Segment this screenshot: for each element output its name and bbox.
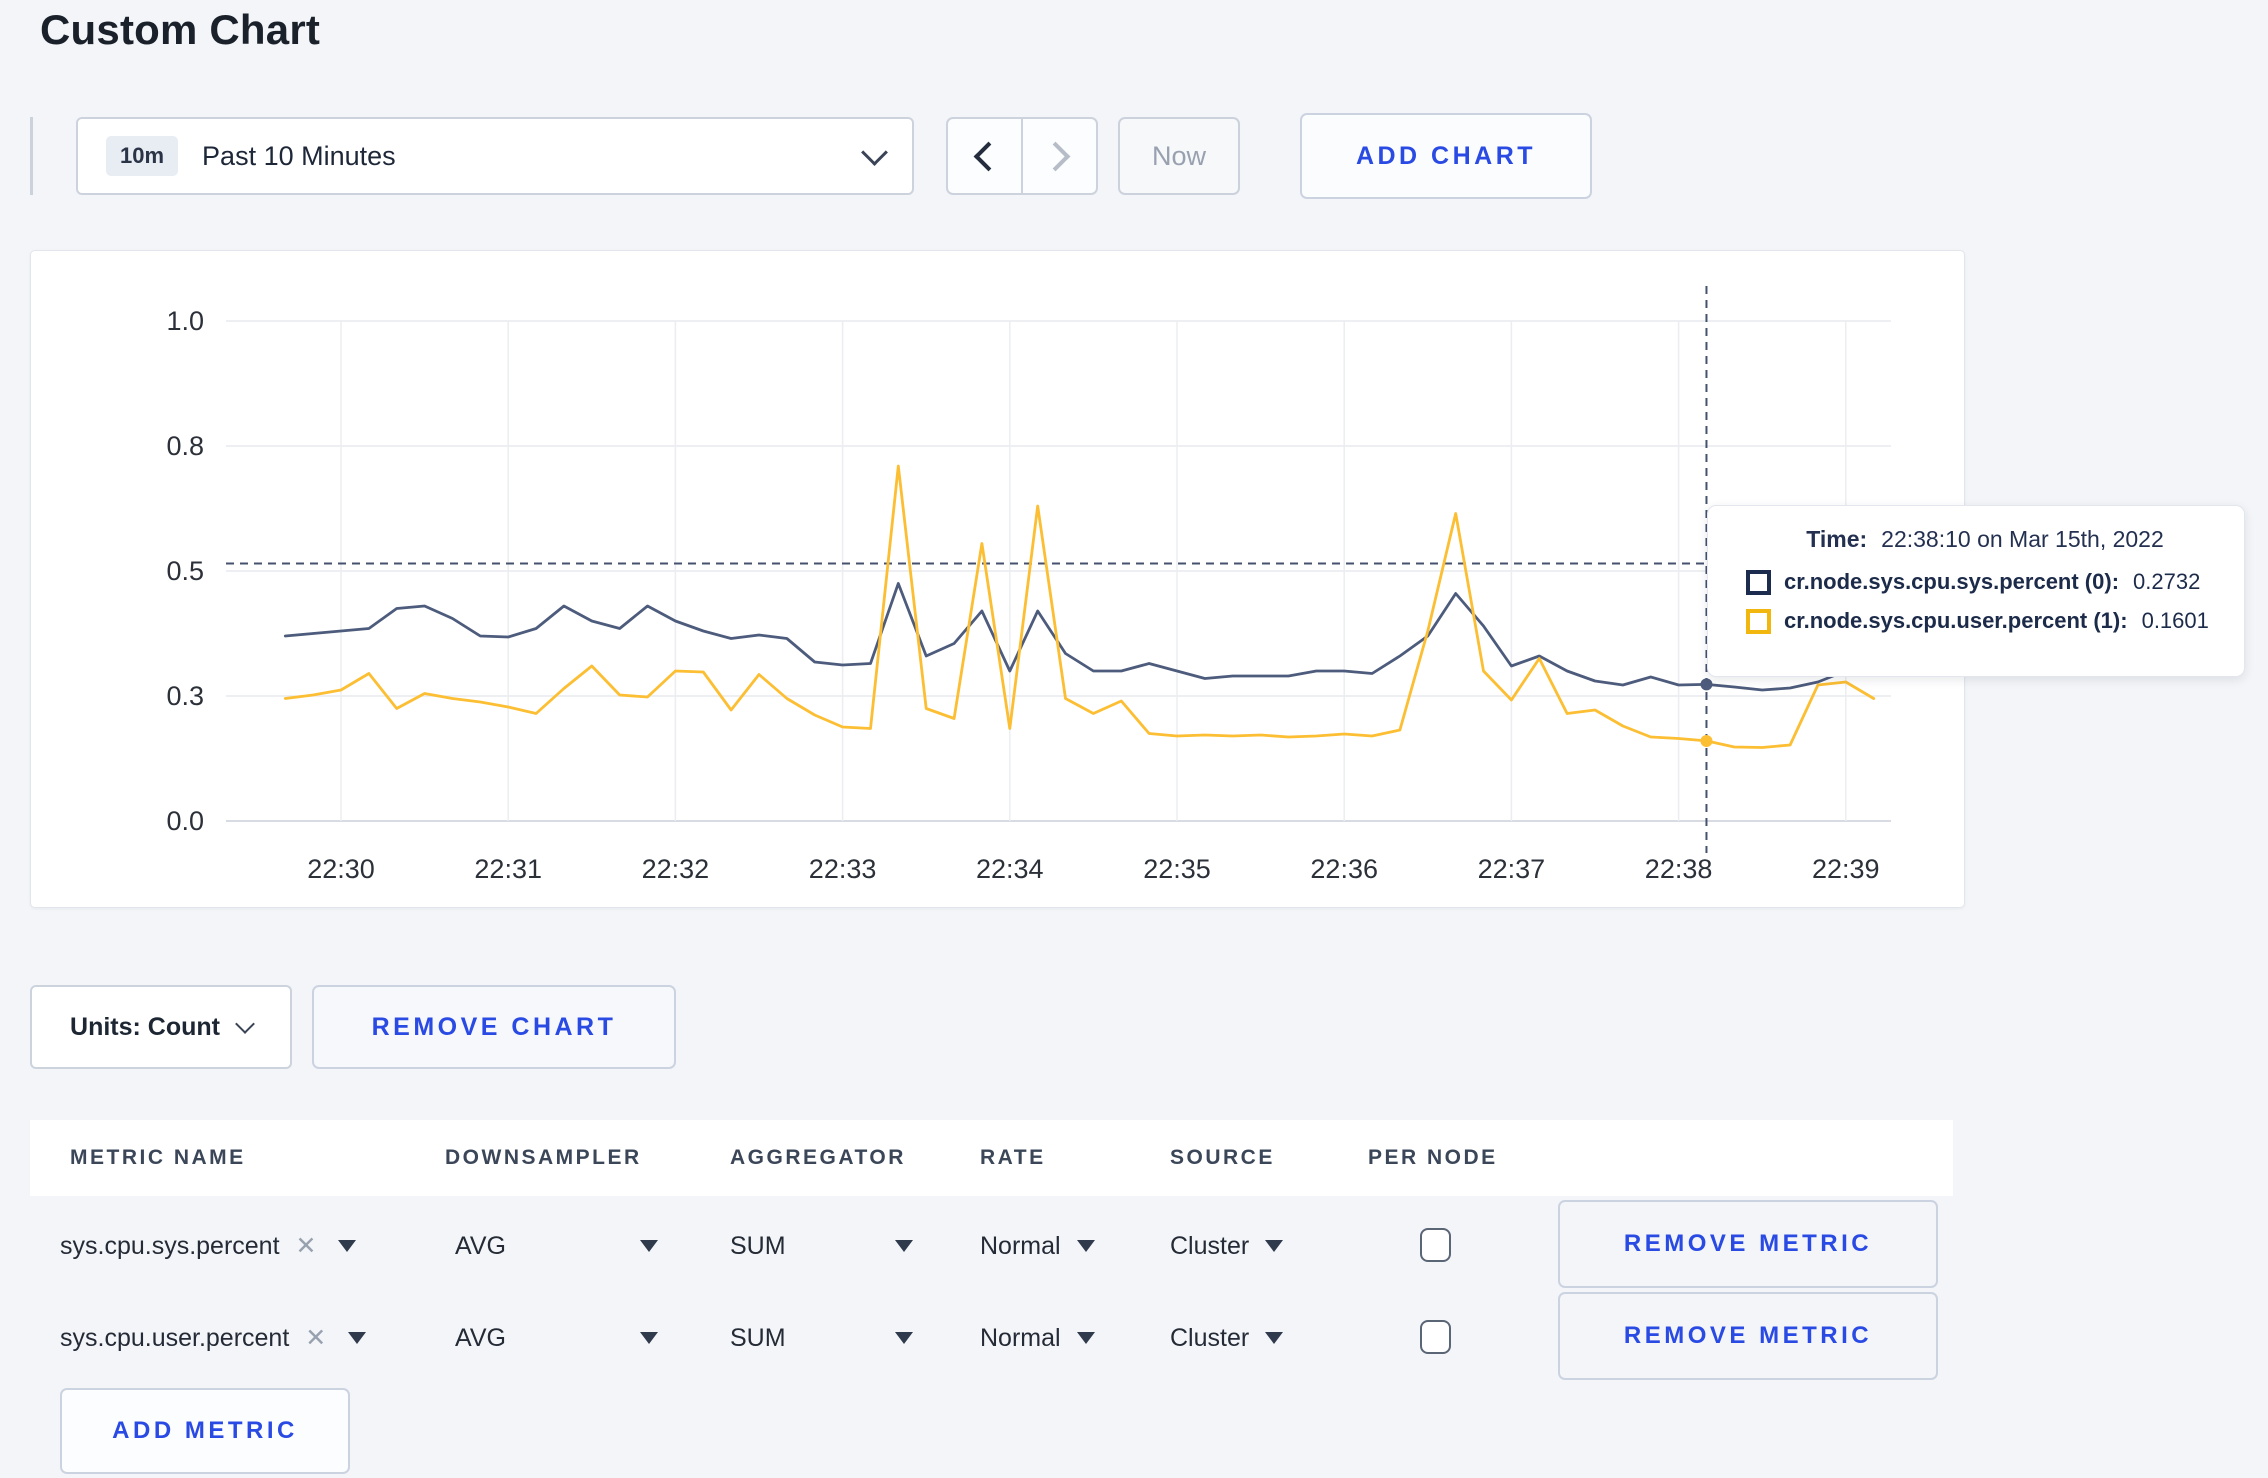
- column-header: AGGREGATOR: [730, 1146, 906, 1169]
- tooltip-series-row: cr.node.sys.cpu.sys.percent (0): 0.2732: [1746, 569, 2244, 595]
- page-title: Custom Chart: [40, 6, 321, 53]
- units-select[interactable]: Units: Count: [30, 985, 292, 1069]
- rate-select[interactable]: Normal: [980, 1292, 1095, 1384]
- column-header: SOURCE: [1170, 1146, 1275, 1169]
- x-axis-label: 22:38: [1645, 854, 1713, 884]
- dropdown-caret-icon: [1076, 1332, 1095, 1344]
- next-range-button[interactable]: [1023, 119, 1096, 193]
- per-node-checkbox[interactable]: [1420, 1320, 1451, 1354]
- metric-row: sys.cpu.user.percent ✕ AVG SUM Normal Cluster…: [30, 1292, 1963, 1384]
- tooltip-series-label: cr.node.sys.cpu.user.percent (1):: [1784, 608, 2128, 633]
- clear-metric-icon[interactable]: ✕: [295, 1232, 317, 1260]
- rate-select[interactable]: Normal: [980, 1200, 1095, 1292]
- time-range-badge: 10m: [106, 136, 179, 176]
- source-value: Cluster: [1170, 1231, 1250, 1260]
- chart-card: 0.0 0.3 0.5 0.8 1.0 22:30 22:31 22:32 22:33 22:34…: [30, 250, 1965, 908]
- series-line: [283, 464, 1876, 749]
- chevron-right-icon: [1040, 141, 1071, 171]
- dropdown-caret-icon: [1265, 1240, 1284, 1252]
- dropdown-caret-icon: [640, 1240, 658, 1252]
- downsampler-value: AVG: [455, 1231, 506, 1260]
- time-range-select[interactable]: 10m Past 10 Minutes: [76, 117, 914, 195]
- downsampler-select[interactable]: AVG: [455, 1292, 658, 1384]
- y-axis-label: 0.3: [166, 681, 204, 711]
- metric-name-select[interactable]: sys.cpu.sys.percent ✕: [60, 1200, 357, 1292]
- source-select[interactable]: Cluster: [1170, 1200, 1284, 1292]
- hover-point: [1700, 734, 1713, 747]
- tooltip-series-value: 0.1601: [2141, 608, 2209, 633]
- x-axis-label: 22:30: [307, 854, 375, 884]
- column-header: DOWNSAMPLER: [445, 1146, 642, 1169]
- chevron-down-icon: [235, 1014, 255, 1034]
- aggregator-value: SUM: [730, 1323, 786, 1352]
- metric-name-value: sys.cpu.sys.percent: [60, 1231, 280, 1260]
- units-label: Units: Count: [70, 1012, 220, 1041]
- downsampler-value: AVG: [455, 1323, 506, 1352]
- time-nav-group: [946, 117, 1098, 195]
- y-axis-label: 0.0: [166, 806, 204, 836]
- rate-value: Normal: [980, 1231, 1061, 1260]
- per-node-checkbox[interactable]: [1420, 1228, 1451, 1262]
- tooltip-series-label: cr.node.sys.cpu.sys.percent (0):: [1784, 569, 2120, 594]
- chart-tooltip: Time: 22:38:10 on Mar 15th, 2022 cr.node.…: [1707, 505, 2245, 677]
- add-metric-button[interactable]: ADD METRIC: [60, 1388, 350, 1474]
- dropdown-caret-icon: [338, 1240, 357, 1252]
- column-header: METRIC NAME: [70, 1146, 246, 1169]
- series-swatch-icon: [1746, 608, 1771, 634]
- y-axis-label: 0.8: [166, 431, 204, 461]
- dropdown-caret-icon: [640, 1332, 658, 1344]
- x-axis-label: 22:36: [1310, 854, 1378, 884]
- tooltip-series-row: cr.node.sys.cpu.user.percent (1): 0.1601: [1746, 608, 2244, 634]
- series-line: [283, 582, 1876, 692]
- dropdown-caret-icon: [895, 1240, 913, 1252]
- source-value: Cluster: [1170, 1323, 1250, 1352]
- tooltip-time-label: Time:: [1806, 526, 1868, 552]
- line-chart[interactable]: 0.0 0.3 0.5 0.8 1.0 22:30 22:31 22:32 22:33 22:34…: [31, 251, 1964, 907]
- clear-metric-icon[interactable]: ✕: [305, 1324, 327, 1352]
- add-chart-button[interactable]: ADD CHART: [1300, 113, 1592, 199]
- tooltip-time-value: 22:38:10 on Mar 15th, 2022: [1881, 526, 2164, 552]
- tooltip-time: Time: 22:38:10 on Mar 15th, 2022: [1746, 526, 2244, 553]
- tooltip-series-value: 0.2732: [2133, 569, 2201, 594]
- now-button[interactable]: Now: [1118, 117, 1240, 195]
- remove-metric-button[interactable]: REMOVE METRIC: [1558, 1292, 1938, 1380]
- metrics-table-header: METRIC NAME DOWNSAMPLER AGGREGATOR RATE SOUR…: [30, 1120, 1953, 1196]
- x-axis-label: 22:34: [976, 854, 1044, 884]
- metric-name-select[interactable]: sys.cpu.user.percent ✕: [60, 1292, 367, 1384]
- toolbar-divider: [30, 117, 33, 195]
- dropdown-caret-icon: [895, 1332, 913, 1344]
- x-axis-label: 22:35: [1143, 854, 1211, 884]
- metric-name-value: sys.cpu.user.percent: [60, 1323, 290, 1352]
- rate-value: Normal: [980, 1323, 1061, 1352]
- chevron-down-icon: [861, 138, 888, 166]
- downsampler-select[interactable]: AVG: [455, 1200, 658, 1292]
- dropdown-caret-icon: [348, 1332, 367, 1344]
- hover-point: [1700, 678, 1713, 691]
- aggregator-select[interactable]: SUM: [730, 1292, 913, 1384]
- dropdown-caret-icon: [1265, 1332, 1284, 1344]
- y-axis-label: 0.5: [166, 556, 204, 586]
- aggregator-select[interactable]: SUM: [730, 1200, 913, 1292]
- column-header: PER NODE: [1368, 1146, 1498, 1169]
- dropdown-caret-icon: [1076, 1240, 1095, 1252]
- prev-range-button[interactable]: [948, 119, 1023, 193]
- metric-row: sys.cpu.sys.percent ✕ AVG SUM Normal Cluster R…: [30, 1200, 1963, 1292]
- remove-metric-button[interactable]: REMOVE METRIC: [1558, 1200, 1938, 1288]
- x-axis-label: 22:31: [474, 854, 542, 884]
- x-axis-label: 22:39: [1812, 854, 1880, 884]
- series-swatch-icon: [1746, 569, 1771, 595]
- source-select[interactable]: Cluster: [1170, 1292, 1284, 1384]
- aggregator-value: SUM: [730, 1231, 786, 1260]
- column-header: RATE: [980, 1146, 1046, 1169]
- y-axis-label: 1.0: [166, 306, 204, 336]
- chevron-left-icon: [973, 141, 1004, 171]
- x-axis-label: 22:37: [1478, 854, 1546, 884]
- x-axis-label: 22:33: [809, 854, 877, 884]
- x-axis-label: 22:32: [642, 854, 710, 884]
- time-range-label: Past 10 Minutes: [202, 140, 396, 171]
- remove-chart-button[interactable]: REMOVE CHART: [312, 985, 676, 1069]
